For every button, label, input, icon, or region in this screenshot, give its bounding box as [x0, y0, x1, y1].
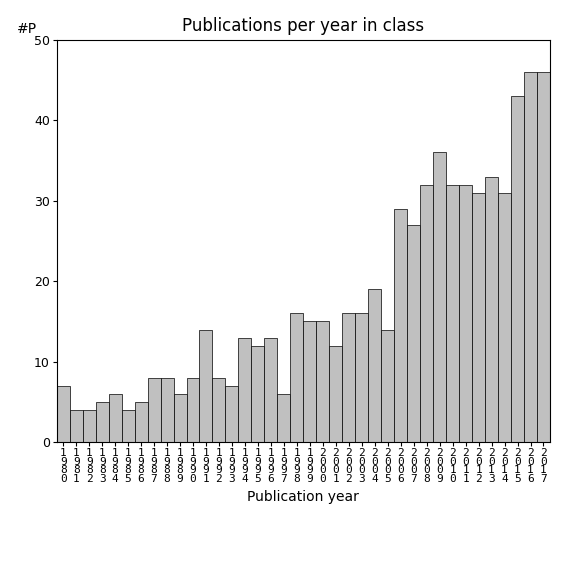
Bar — [264, 337, 277, 442]
Bar — [537, 72, 550, 442]
Bar — [121, 410, 134, 442]
Bar — [109, 394, 121, 442]
Bar — [303, 321, 316, 442]
X-axis label: Publication year: Publication year — [247, 490, 359, 503]
Bar — [329, 346, 342, 442]
Bar — [472, 193, 485, 442]
Bar — [433, 153, 446, 442]
Title: Publications per year in class: Publications per year in class — [182, 18, 425, 35]
Bar — [511, 96, 524, 442]
Bar — [251, 346, 264, 442]
Bar — [213, 378, 226, 442]
Bar — [381, 329, 394, 442]
Bar — [407, 225, 420, 442]
Bar — [290, 314, 303, 442]
Bar — [316, 321, 329, 442]
Bar — [187, 378, 200, 442]
Bar — [134, 402, 147, 442]
Bar — [485, 176, 498, 442]
Bar — [239, 337, 251, 442]
Bar — [70, 410, 83, 442]
Bar — [356, 314, 368, 442]
Bar — [57, 386, 70, 442]
Bar — [174, 394, 187, 442]
Bar — [498, 193, 511, 442]
Bar — [524, 72, 537, 442]
Text: #P: #P — [17, 22, 37, 36]
Bar — [342, 314, 356, 442]
Bar — [160, 378, 174, 442]
Bar — [277, 394, 290, 442]
Bar — [420, 185, 433, 442]
Bar — [394, 209, 407, 442]
Bar — [226, 386, 239, 442]
Bar — [459, 185, 472, 442]
Bar — [446, 185, 459, 442]
Bar — [83, 410, 96, 442]
Bar — [96, 402, 109, 442]
Bar — [368, 289, 381, 442]
Bar — [147, 378, 160, 442]
Bar — [200, 329, 213, 442]
